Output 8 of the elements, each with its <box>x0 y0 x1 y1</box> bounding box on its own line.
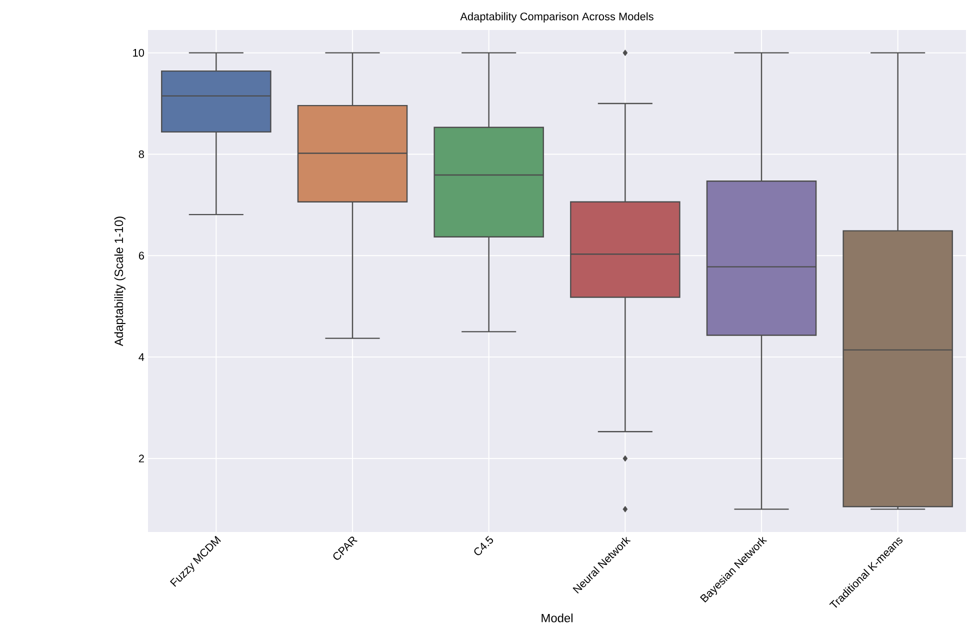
x-axis-title: Model <box>542 614 572 622</box>
y-tick-label: 4 <box>138 353 144 361</box>
chart-title: Adaptability Comparison Across Models <box>460 12 654 22</box>
y-tick-label: 8 <box>138 150 144 158</box>
y-tick-label: 2 <box>138 454 144 462</box>
y-axis-title: Adaptability (Scale 1-10) <box>114 216 126 346</box>
y-tick-label: 10 <box>133 48 144 57</box>
y-tick-label: 6 <box>138 252 144 260</box>
